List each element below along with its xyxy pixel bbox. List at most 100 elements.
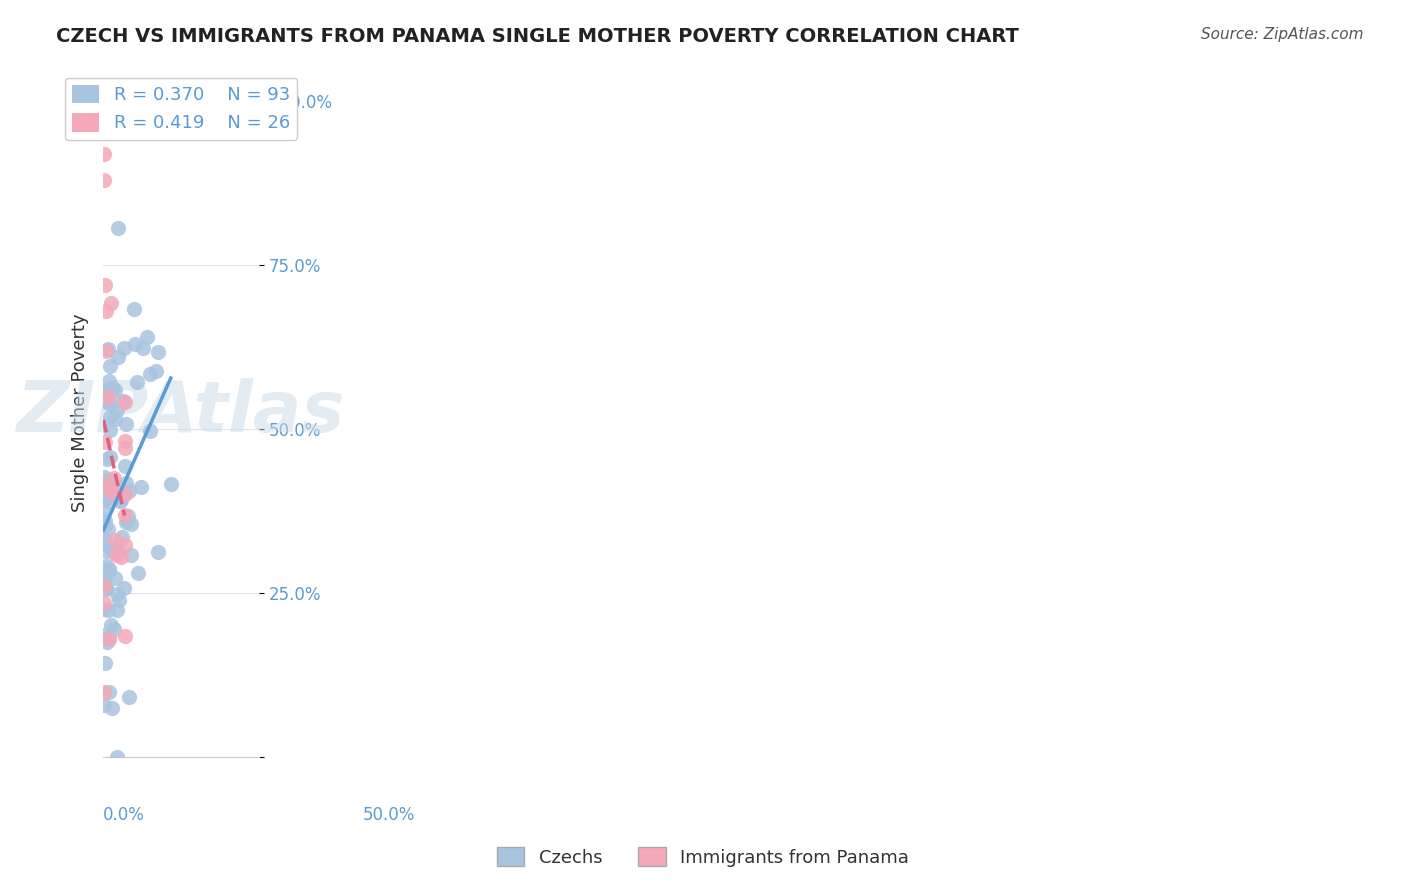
Czechs — [93, 475, 115, 490]
Immigrants from Panama — [114, 441, 136, 455]
Legend: R = 0.370    N = 93, R = 0.419    N = 26: R = 0.370 N = 93, R = 0.419 N = 26 — [65, 78, 297, 140]
Czechs — [129, 480, 152, 494]
Czechs — [93, 628, 115, 642]
Immigrants from Panama — [94, 435, 117, 450]
Czechs — [93, 698, 115, 712]
Czechs — [115, 513, 138, 527]
Czechs — [93, 480, 115, 494]
Czechs — [94, 481, 117, 495]
Czechs — [97, 563, 120, 577]
Czechs — [93, 602, 115, 616]
Immigrants from Panama — [93, 477, 115, 491]
Czechs — [135, 330, 157, 344]
Czechs — [118, 690, 141, 704]
Czechs — [107, 220, 129, 235]
Czechs — [96, 582, 118, 596]
Immigrants from Panama — [110, 549, 132, 564]
Czechs — [101, 544, 124, 558]
Czechs — [93, 470, 115, 484]
Immigrants from Panama — [93, 579, 115, 593]
Czechs — [146, 545, 169, 559]
Czechs — [93, 388, 115, 402]
Czechs — [96, 394, 118, 409]
Immigrants from Panama — [93, 685, 115, 699]
Immigrants from Panama — [93, 278, 115, 293]
Czechs — [96, 634, 118, 648]
Czechs — [120, 516, 142, 531]
Text: 0.0%: 0.0% — [103, 805, 145, 823]
Czechs — [98, 450, 121, 464]
Czechs — [97, 475, 120, 489]
Czechs — [101, 490, 124, 504]
Legend: Czechs, Immigrants from Panama: Czechs, Immigrants from Panama — [489, 840, 917, 874]
Czechs — [107, 544, 129, 558]
Czechs — [122, 302, 145, 317]
Czechs — [100, 359, 122, 373]
Immigrants from Panama — [105, 548, 128, 562]
Czechs — [93, 532, 115, 546]
Czechs — [103, 543, 125, 558]
Czechs — [111, 393, 134, 408]
Czechs — [127, 566, 149, 580]
Czechs — [101, 381, 124, 395]
Czechs — [96, 582, 118, 596]
Immigrants from Panama — [103, 486, 125, 500]
Immigrants from Panama — [100, 483, 122, 498]
Czechs — [118, 483, 141, 498]
Immigrants from Panama — [97, 390, 120, 404]
Czechs — [103, 622, 125, 636]
Czechs — [139, 368, 162, 382]
Y-axis label: Single Mother Poverty: Single Mother Poverty — [72, 314, 89, 512]
Czechs — [115, 417, 138, 431]
Czechs — [105, 587, 128, 601]
Czechs — [112, 581, 135, 595]
Czechs — [108, 592, 131, 607]
Czechs — [115, 475, 138, 490]
Text: CZECH VS IMMIGRANTS FROM PANAMA SINGLE MOTHER POVERTY CORRELATION CHART: CZECH VS IMMIGRANTS FROM PANAMA SINGLE M… — [56, 27, 1019, 45]
Czechs — [97, 342, 120, 356]
Czechs — [94, 567, 117, 582]
Text: ZIPAtlas: ZIPAtlas — [17, 378, 346, 448]
Czechs — [94, 657, 117, 671]
Immigrants from Panama — [114, 394, 136, 409]
Czechs — [96, 383, 118, 397]
Czechs — [98, 374, 121, 388]
Czechs — [111, 530, 134, 544]
Czechs — [159, 476, 181, 491]
Immigrants from Panama — [103, 471, 125, 485]
Czechs — [96, 452, 118, 467]
Czechs — [138, 425, 160, 439]
Czechs — [97, 685, 120, 699]
Immigrants from Panama — [104, 533, 127, 548]
Czechs — [98, 561, 121, 575]
Czechs — [97, 632, 120, 646]
Czechs — [101, 701, 124, 715]
Czechs — [98, 423, 121, 437]
Immigrants from Panama — [114, 629, 136, 643]
Czechs — [146, 344, 169, 359]
Czechs — [127, 376, 149, 390]
Czechs — [98, 409, 121, 424]
Czechs — [97, 522, 120, 536]
Immigrants from Panama — [93, 146, 115, 161]
Czechs — [103, 539, 125, 553]
Czechs — [112, 341, 135, 355]
Czechs — [105, 750, 128, 764]
Immigrants from Panama — [114, 508, 136, 522]
Czechs — [124, 336, 146, 351]
Czechs — [97, 473, 120, 487]
Immigrants from Panama — [93, 596, 115, 610]
Czechs — [110, 493, 132, 508]
Czechs — [93, 385, 115, 400]
Czechs — [104, 571, 127, 585]
Czechs — [98, 396, 121, 410]
Czechs — [93, 564, 115, 578]
Czechs — [145, 364, 167, 378]
Text: 50.0%: 50.0% — [363, 805, 415, 823]
Immigrants from Panama — [93, 173, 115, 187]
Czechs — [93, 491, 115, 506]
Czechs — [93, 505, 115, 519]
Czechs — [132, 341, 155, 355]
Czechs — [111, 485, 134, 500]
Czechs — [97, 603, 120, 617]
